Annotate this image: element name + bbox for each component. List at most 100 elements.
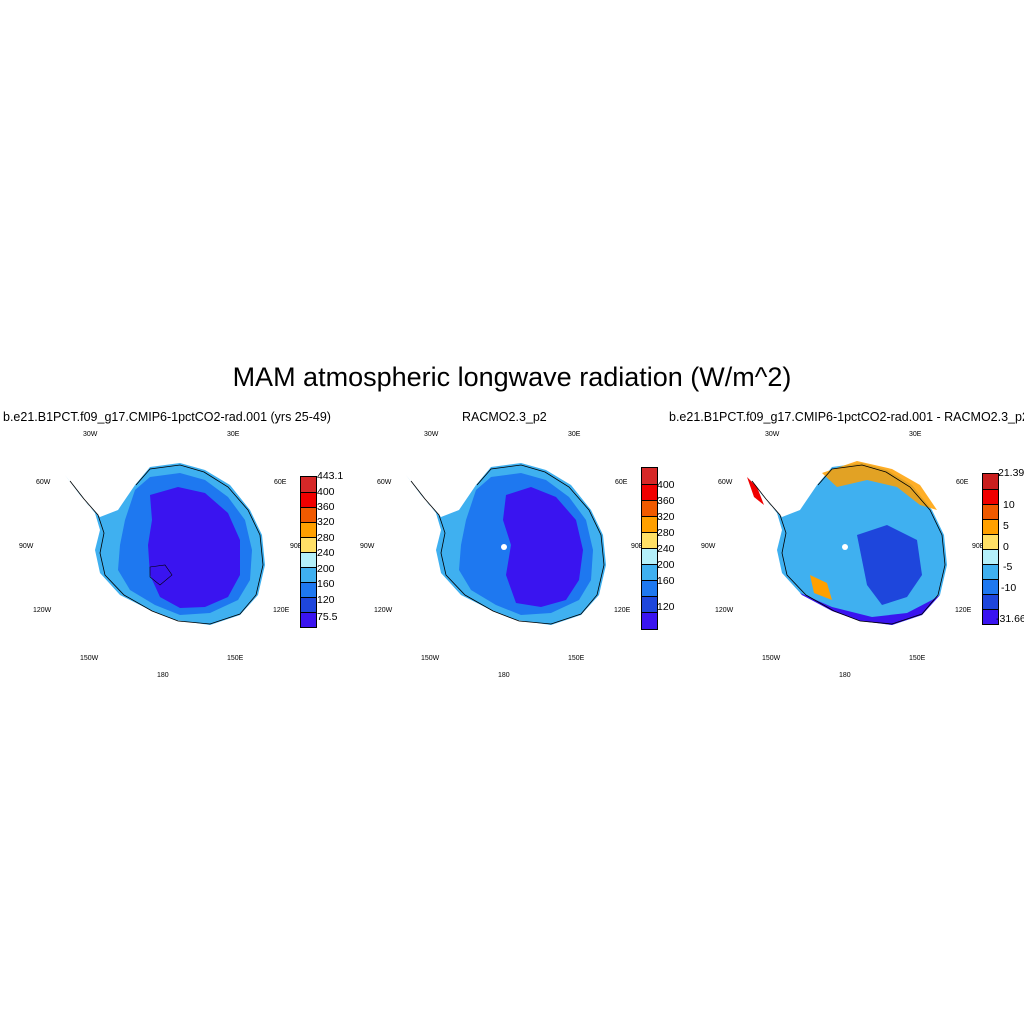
colorbar-1-swatch <box>301 598 316 613</box>
label-150e: 150E <box>227 655 244 662</box>
label-30w: 30W <box>765 431 780 438</box>
colorbar-3-tick: 21.39 <box>998 467 1024 479</box>
colorbar-1-tick: 240 <box>317 547 335 559</box>
label-60e: 60E <box>615 479 628 486</box>
antarctica-map-1 <box>65 463 265 625</box>
label-120e: 120E <box>273 607 290 614</box>
colorbar-2-tick: 240 <box>657 543 675 555</box>
colorbar-3-swatch <box>983 565 998 580</box>
colorbar-2-swatch <box>642 501 657 517</box>
colorbar-1 <box>300 476 317 628</box>
colorbar-3-tick: 10 <box>1003 499 1015 511</box>
map-panel-2: 30W 30E 60W 60E 90W 90E 120W 120E 150W 1… <box>341 425 671 685</box>
colorbar-3-tick: 5 <box>1003 520 1009 532</box>
label-120w: 120W <box>715 607 734 614</box>
colorbar-2-swatch <box>642 581 657 597</box>
label-90e: 90E <box>972 543 985 550</box>
panel-3-title: b.e21.B1PCT.f09_g17.CMIP6-1pctCO2-rad.00… <box>669 410 1024 424</box>
panel-2-title: RACMO2.3_p2 <box>462 410 547 424</box>
colorbar-1-tick: 320 <box>317 516 335 528</box>
colorbar-2 <box>641 467 658 630</box>
label-120w: 120W <box>33 607 52 614</box>
colorbar-1-tick: 120 <box>317 594 335 606</box>
label-30e: 30E <box>227 431 240 438</box>
colorbar-1-swatch <box>301 553 316 568</box>
colorbar-1-swatch <box>301 613 316 627</box>
colorbar-1-tick: 75.5 <box>317 611 338 623</box>
colorbar-3-swatch <box>983 550 998 565</box>
colorbar-2-swatch <box>642 517 657 533</box>
label-120e: 120E <box>614 607 631 614</box>
colorbar-3-swatch <box>983 490 998 505</box>
label-90w: 90W <box>19 543 34 550</box>
colorbar-2-swatch <box>642 485 657 501</box>
colorbar-3-swatch <box>983 610 998 624</box>
label-150w: 150W <box>80 655 99 662</box>
label-30e: 30E <box>568 431 581 438</box>
label-90w: 90W <box>701 543 716 550</box>
colorbar-2-tick: 360 <box>657 495 675 507</box>
colorbar-3-tick: -31.66 <box>996 613 1024 625</box>
colorbar-2-swatch <box>642 565 657 581</box>
label-120e: 120E <box>955 607 972 614</box>
label-60e: 60E <box>274 479 287 486</box>
label-30w: 30W <box>83 431 98 438</box>
colorbar-3-tick: -5 <box>1003 561 1013 573</box>
colorbar-1-tick: 280 <box>317 532 335 544</box>
colorbar-1-tick: 160 <box>317 578 335 590</box>
colorbar-2-tick: 320 <box>657 511 675 523</box>
colorbar-1-swatch <box>301 538 316 553</box>
label-120w: 120W <box>374 607 393 614</box>
label-150e: 150E <box>909 655 926 662</box>
label-90w: 90W <box>360 543 375 550</box>
colorbar-2-swatch <box>642 613 657 629</box>
colorbar-1-tick: 360 <box>317 501 335 513</box>
colorbar-1-swatch <box>301 568 316 583</box>
colorbar-1-swatch <box>301 477 316 493</box>
colorbar-2-tick: 400 <box>657 479 675 491</box>
colorbar-2-swatch <box>642 468 657 485</box>
label-90e: 90E <box>631 543 644 550</box>
colorbar-3-swatch <box>983 580 998 595</box>
label-60w: 60W <box>36 479 51 486</box>
colorbar-2-swatch <box>642 549 657 565</box>
colorbar-2-tick: 120 <box>657 601 675 613</box>
colorbar-3 <box>982 473 999 625</box>
figure-title: MAM atmospheric longwave radiation (W/m^… <box>232 362 792 392</box>
label-90e: 90E <box>290 543 303 550</box>
colorbar-3-swatch <box>983 505 998 520</box>
label-180: 180 <box>498 672 510 679</box>
colorbar-1-swatch <box>301 493 316 508</box>
colorbar-1-tick: 200 <box>317 563 335 575</box>
label-150e: 150E <box>568 655 585 662</box>
colorbar-1-swatch <box>301 508 316 523</box>
label-180: 180 <box>157 672 169 679</box>
colorbar-2-tick: 200 <box>657 559 675 571</box>
antarctica-map-2 <box>406 463 606 625</box>
label-60e: 60E <box>956 479 969 486</box>
colorbar-3-swatch <box>983 520 998 535</box>
label-30e: 30E <box>909 431 922 438</box>
colorbar-2-swatch <box>642 533 657 549</box>
panel-1-title: b.e21.B1PCT.f09_g17.CMIP6-1pctCO2-rad.00… <box>3 410 331 424</box>
colorbar-2-tick: 280 <box>657 527 675 539</box>
colorbar-1-tick: 400 <box>317 486 335 498</box>
label-150w: 150W <box>421 655 440 662</box>
label-150w: 150W <box>762 655 781 662</box>
antarctica-map-3 <box>747 461 947 625</box>
label-30w: 30W <box>424 431 439 438</box>
label-60w: 60W <box>718 479 733 486</box>
label-60w: 60W <box>377 479 392 486</box>
colorbar-1-tick: 443.1 <box>317 470 344 482</box>
colorbar-1-swatch <box>301 583 316 598</box>
colorbar-3-swatch <box>983 474 998 490</box>
colorbar-2-swatch <box>642 597 657 613</box>
colorbar-3-tick: -10 <box>1001 582 1017 594</box>
map-panel-3: 30W 30E 60W 60E 90W 90E 120W 120E 150W 1… <box>682 425 1012 685</box>
colorbar-3-swatch <box>983 535 998 550</box>
colorbar-1-swatch <box>301 523 316 538</box>
colorbar-2-tick: 160 <box>657 575 675 587</box>
colorbar-3-swatch <box>983 595 998 610</box>
colorbar-3-tick: 0 <box>1003 541 1009 553</box>
map-panel-1: 30W 30E 60W 60E 90W 90E 120W 120E 150W 1… <box>0 425 330 685</box>
